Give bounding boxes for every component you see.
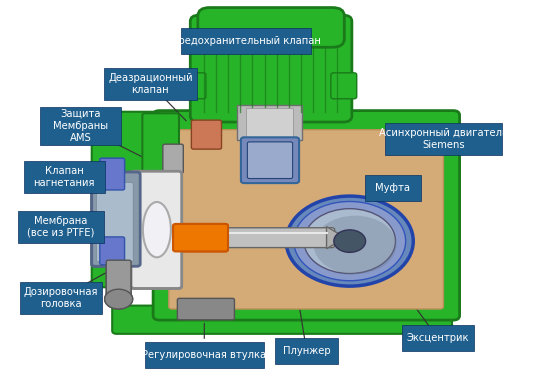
FancyBboxPatch shape [365, 175, 421, 201]
FancyBboxPatch shape [173, 224, 228, 251]
FancyBboxPatch shape [331, 73, 357, 99]
FancyBboxPatch shape [163, 144, 183, 173]
FancyBboxPatch shape [216, 228, 335, 247]
FancyBboxPatch shape [173, 224, 228, 251]
FancyBboxPatch shape [275, 338, 339, 364]
FancyBboxPatch shape [198, 8, 345, 47]
FancyBboxPatch shape [246, 108, 293, 138]
FancyBboxPatch shape [104, 68, 197, 100]
FancyBboxPatch shape [97, 182, 133, 262]
FancyBboxPatch shape [106, 260, 131, 297]
FancyBboxPatch shape [97, 182, 133, 262]
Circle shape [304, 209, 395, 273]
Circle shape [286, 196, 413, 286]
FancyBboxPatch shape [100, 237, 125, 265]
FancyBboxPatch shape [190, 15, 352, 122]
Circle shape [105, 289, 133, 309]
FancyBboxPatch shape [191, 120, 221, 149]
FancyBboxPatch shape [131, 171, 181, 288]
FancyBboxPatch shape [100, 237, 125, 265]
FancyBboxPatch shape [384, 123, 502, 155]
Text: Деазрационный
клапан: Деазрационный клапан [108, 73, 193, 95]
Text: Муфта: Муфта [375, 183, 410, 193]
FancyBboxPatch shape [181, 28, 310, 54]
FancyBboxPatch shape [106, 260, 131, 297]
Text: Защита
Мембраны
AMS: Защита Мембраны AMS [53, 109, 108, 143]
FancyBboxPatch shape [112, 306, 452, 334]
Polygon shape [327, 227, 346, 249]
FancyBboxPatch shape [185, 73, 206, 99]
FancyBboxPatch shape [247, 142, 293, 178]
FancyBboxPatch shape [402, 326, 474, 351]
FancyBboxPatch shape [92, 172, 140, 266]
FancyBboxPatch shape [168, 130, 443, 309]
FancyBboxPatch shape [177, 298, 234, 320]
FancyBboxPatch shape [143, 113, 179, 287]
Text: Предохранительный клапан: Предохранительный клапан [171, 36, 321, 46]
FancyBboxPatch shape [237, 105, 302, 140]
FancyBboxPatch shape [19, 282, 103, 314]
FancyBboxPatch shape [131, 171, 181, 288]
FancyBboxPatch shape [40, 107, 121, 144]
Ellipse shape [143, 202, 171, 257]
Circle shape [105, 289, 133, 309]
Text: Дозировочная
головка: Дозировочная головка [24, 286, 98, 309]
FancyBboxPatch shape [241, 137, 299, 183]
Text: Мембрана
(все из PTFE): Мембрана (все из PTFE) [28, 216, 94, 237]
Text: Клапан
нагнетания: Клапан нагнетания [33, 166, 95, 188]
FancyBboxPatch shape [92, 112, 160, 287]
Text: Асинхронный двигатель
Siemens: Асинхронный двигатель Siemens [379, 128, 508, 150]
Ellipse shape [143, 202, 171, 257]
FancyBboxPatch shape [145, 342, 264, 368]
FancyBboxPatch shape [153, 111, 460, 320]
FancyBboxPatch shape [24, 161, 105, 193]
FancyBboxPatch shape [100, 158, 125, 190]
FancyBboxPatch shape [92, 172, 140, 266]
Text: Эксцентрик: Эксцентрик [407, 334, 469, 344]
Text: Плунжер: Плунжер [283, 346, 330, 356]
Circle shape [294, 201, 406, 281]
FancyBboxPatch shape [18, 211, 104, 243]
FancyBboxPatch shape [100, 158, 125, 190]
Circle shape [314, 216, 396, 274]
Circle shape [334, 230, 366, 252]
Text: Регулировочная втулка: Регулировочная втулка [142, 350, 266, 360]
